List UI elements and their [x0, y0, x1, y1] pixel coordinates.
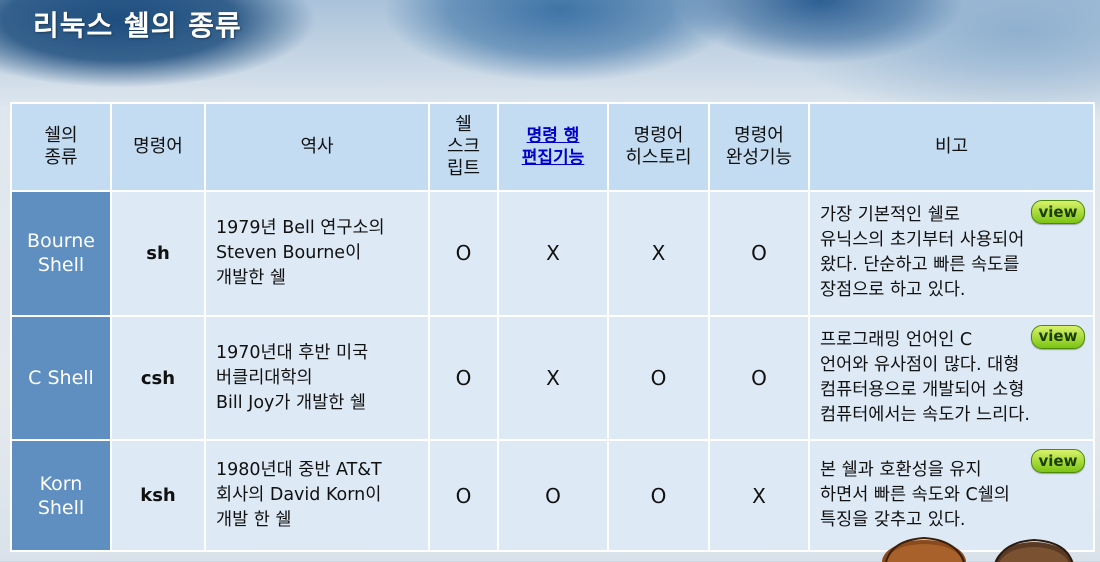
completion-cell: O	[708, 314, 810, 442]
table-row: Bourne Shell sh 1979년 Bell 연구소의 Steven Bou…	[10, 190, 1095, 317]
command-cell: csh	[110, 314, 206, 442]
history-cell: 1980년대 중반 AT&T 회사의 David Korn이 개발 한 쉘	[204, 439, 430, 552]
header-kind: 쉘의 종류	[10, 102, 112, 192]
history-cell: 1970년대 후반 미국 버클리대학의 Bill Joy가 개발한 쉘	[204, 314, 430, 442]
header-command: 명령어	[110, 102, 206, 192]
script-cell: O	[428, 314, 499, 442]
edit-cell: X	[497, 314, 609, 442]
script-cell: O	[428, 439, 499, 552]
view-button[interactable]: view	[1031, 324, 1085, 349]
shell-name-cell: Korn Shell	[10, 439, 112, 552]
cmd-history-cell: O	[607, 439, 710, 552]
edit-cell: O	[497, 439, 609, 552]
header-command-completion: 명령어 완성기능	[708, 102, 810, 192]
note-cell: 가장 기본적인 쉘로 유닉스의 초기부터 사용되어 왔다. 단순하고 빠른 속도를 장…	[808, 190, 1095, 317]
note-cell: 본 쉘과 호환성을 유지 하면서 빠른 속도와 C쉘의 특징을 갖추고 있다. vi…	[808, 439, 1095, 552]
header-command-history: 명령어 히스토리	[607, 102, 710, 192]
page-title: 리눅스 쉘의 종류	[33, 9, 242, 42]
shell-comparison-table: 쉘의 종류 명령어 역사 쉘 스크 립트 명령 행 편집기능 명령어 히스토리 명령어 완성…	[10, 102, 1095, 552]
header-command-line-edit[interactable]: 명령 행 편집기능	[497, 102, 609, 192]
command-cell: ksh	[110, 439, 206, 552]
command-cell: sh	[110, 190, 206, 317]
completion-cell: X	[708, 439, 810, 552]
header-history: 역사	[204, 102, 430, 192]
header-note: 비고	[808, 102, 1095, 192]
completion-cell: O	[708, 190, 810, 317]
header-shell-script: 쉘 스크 립트	[428, 102, 499, 192]
cartoon-characters-illustration	[872, 522, 1100, 562]
edit-cell: X	[497, 190, 609, 317]
shell-name-cell: C Shell	[10, 314, 112, 442]
note-cell: 프로그래밍 언어인 C 언어와 유사점이 많다. 대형 컴퓨터용으로 개발되어 소형…	[808, 314, 1095, 442]
shell-name-cell: Bourne Shell	[10, 190, 112, 317]
table-row: Korn Shell ksh 1980년대 중반 AT&T 회사의 David Ko…	[10, 439, 1095, 552]
command-line-edit-link[interactable]: 명령 행 편집기능	[521, 126, 585, 168]
view-button[interactable]: view	[1031, 449, 1085, 474]
cmd-history-cell: X	[607, 190, 710, 317]
view-button[interactable]: view	[1031, 200, 1085, 224]
cmd-history-cell: O	[607, 314, 710, 442]
table-row: C Shell csh 1970년대 후반 미국 버클리대학의 Bill Joy가 …	[10, 314, 1095, 442]
history-cell: 1979년 Bell 연구소의 Steven Bourne이 개발한 쉘	[204, 190, 430, 317]
script-cell: O	[428, 190, 499, 317]
